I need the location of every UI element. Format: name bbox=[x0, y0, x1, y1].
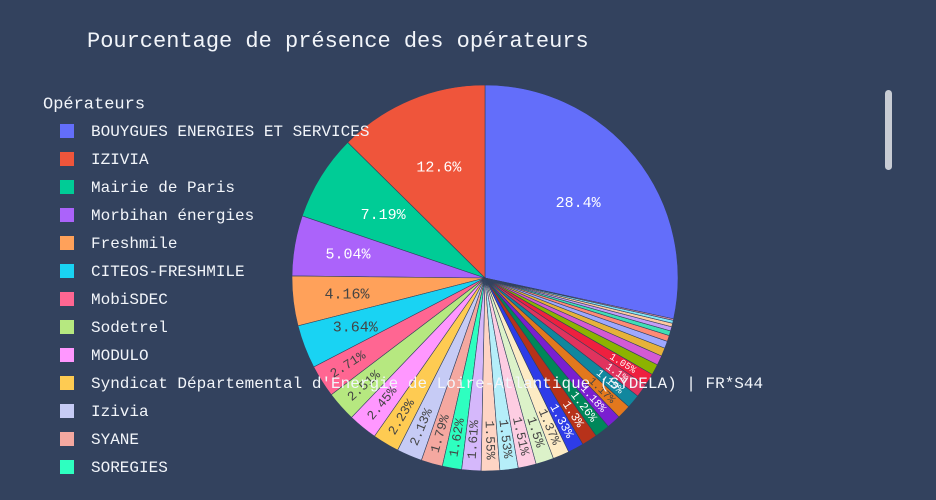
legend-label: Sodetrel bbox=[91, 319, 168, 337]
legend-label: Morbihan énergies bbox=[91, 207, 254, 225]
legend-label: SYANE bbox=[91, 431, 139, 449]
slice-label: 7.19% bbox=[361, 207, 407, 224]
slice-label: 1.62% bbox=[446, 417, 467, 458]
slice-label: 1.53% bbox=[495, 419, 515, 460]
legend-label: MODULO bbox=[91, 347, 149, 365]
legend-label: Freshmile bbox=[91, 235, 177, 253]
legend-label: CITEOS-FRESHMILE bbox=[91, 263, 245, 281]
legend-label: MobiSDEC bbox=[91, 291, 168, 309]
legend-swatch bbox=[60, 376, 74, 390]
legend-swatch bbox=[60, 208, 74, 222]
legend-swatch bbox=[60, 432, 74, 446]
slice-label: 28.4% bbox=[556, 195, 602, 212]
legend-label: BOUYGUES ENERGIES ET SERVICES bbox=[91, 123, 369, 141]
legend-label: IZIVIA bbox=[91, 151, 149, 169]
legend-swatch bbox=[60, 236, 74, 250]
chart-title: Pourcentage de présence des opérateurs bbox=[87, 29, 589, 54]
legend-swatch bbox=[60, 292, 74, 306]
slice-label: 1.61% bbox=[465, 420, 483, 460]
legend-swatch bbox=[60, 460, 74, 474]
pie: 28.4%12.6%7.19%5.04%4.16%3.64%2.71%2.51%… bbox=[291, 84, 679, 472]
slice-label: 1.55% bbox=[482, 420, 498, 460]
legend-swatch bbox=[60, 320, 74, 334]
legend-label: Syndicat Départemental d'Energie de Loir… bbox=[91, 375, 763, 393]
legend-swatch bbox=[60, 152, 74, 166]
pie-slice bbox=[347, 84, 486, 279]
legend-title: Opérateurs bbox=[43, 95, 145, 114]
pie-slice bbox=[484, 277, 674, 321]
legend-swatch bbox=[60, 180, 74, 194]
slice-label: 3.64% bbox=[333, 320, 379, 337]
legend-label: Mairie de Paris bbox=[91, 179, 235, 197]
slice-label: 12.6% bbox=[416, 160, 462, 177]
legend-swatch bbox=[60, 348, 74, 362]
legend-label: SOREGIES bbox=[91, 459, 168, 477]
legend-swatch bbox=[60, 404, 74, 418]
legend-label: Izivia bbox=[91, 403, 149, 421]
pie-slice bbox=[484, 84, 679, 320]
legend-swatch bbox=[60, 264, 74, 278]
legend[interactable]: Opérateurs BOUYGUES ENERGIES ET SERVICES… bbox=[43, 95, 763, 477]
slice-label: 4.16% bbox=[325, 287, 371, 304]
scrollbar[interactable] bbox=[885, 90, 892, 170]
legend-swatch bbox=[60, 124, 74, 138]
slice-label: 5.04% bbox=[326, 247, 372, 264]
